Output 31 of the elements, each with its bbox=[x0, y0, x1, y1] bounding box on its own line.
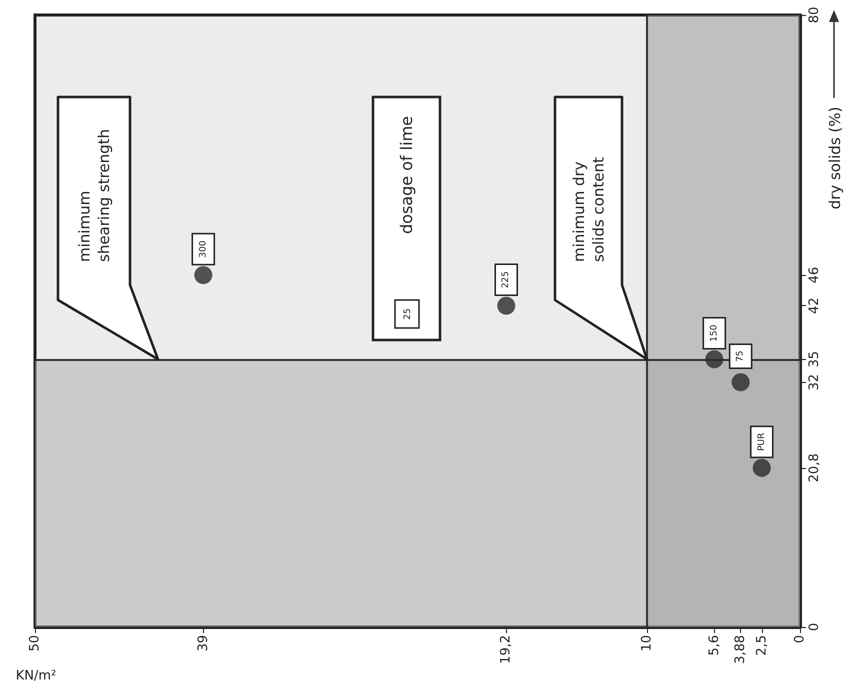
annotation: 150 bbox=[709, 324, 720, 342]
point bbox=[732, 373, 750, 392]
x-tick-label: 50 bbox=[28, 635, 42, 652]
x-tick-label: 3,88 bbox=[733, 635, 748, 664]
x-tick-label: 19,2 bbox=[498, 635, 514, 664]
annotation: 25 bbox=[403, 308, 414, 320]
x-tick-label: 0 bbox=[792, 635, 808, 644]
y-tick-label: 46 bbox=[807, 266, 822, 284]
annotation: minimum dry solids content bbox=[570, 157, 608, 262]
y-tick-label: 42 bbox=[807, 297, 822, 314]
y-tick-label: 0 bbox=[807, 622, 822, 632]
annotation: dosage of lime bbox=[397, 116, 416, 234]
y-axis-title: dry solids (%) bbox=[826, 106, 844, 210]
y-tick-label: 32 bbox=[807, 374, 822, 390]
point bbox=[497, 296, 516, 315]
point bbox=[705, 350, 724, 368]
point bbox=[194, 266, 212, 284]
x-axis-title: KN/m² bbox=[16, 668, 56, 684]
x-tick-label: 2,5 bbox=[754, 635, 770, 656]
annotation: 75 bbox=[736, 350, 746, 362]
annotation: minimum shearing strength bbox=[76, 128, 113, 262]
y-tick-label: 80 bbox=[807, 6, 822, 24]
y-tick-label: 20,8 bbox=[807, 453, 822, 482]
annotation: PUR bbox=[756, 432, 767, 452]
x-tick-label: 39 bbox=[196, 635, 211, 652]
annotation: 300 bbox=[198, 240, 208, 258]
x-tick-label: 10 bbox=[640, 635, 654, 652]
x-tick-label: 5,6 bbox=[706, 635, 722, 656]
y-tick-label: 35 bbox=[807, 350, 822, 368]
annotation: 225 bbox=[501, 271, 512, 288]
point bbox=[752, 458, 771, 477]
